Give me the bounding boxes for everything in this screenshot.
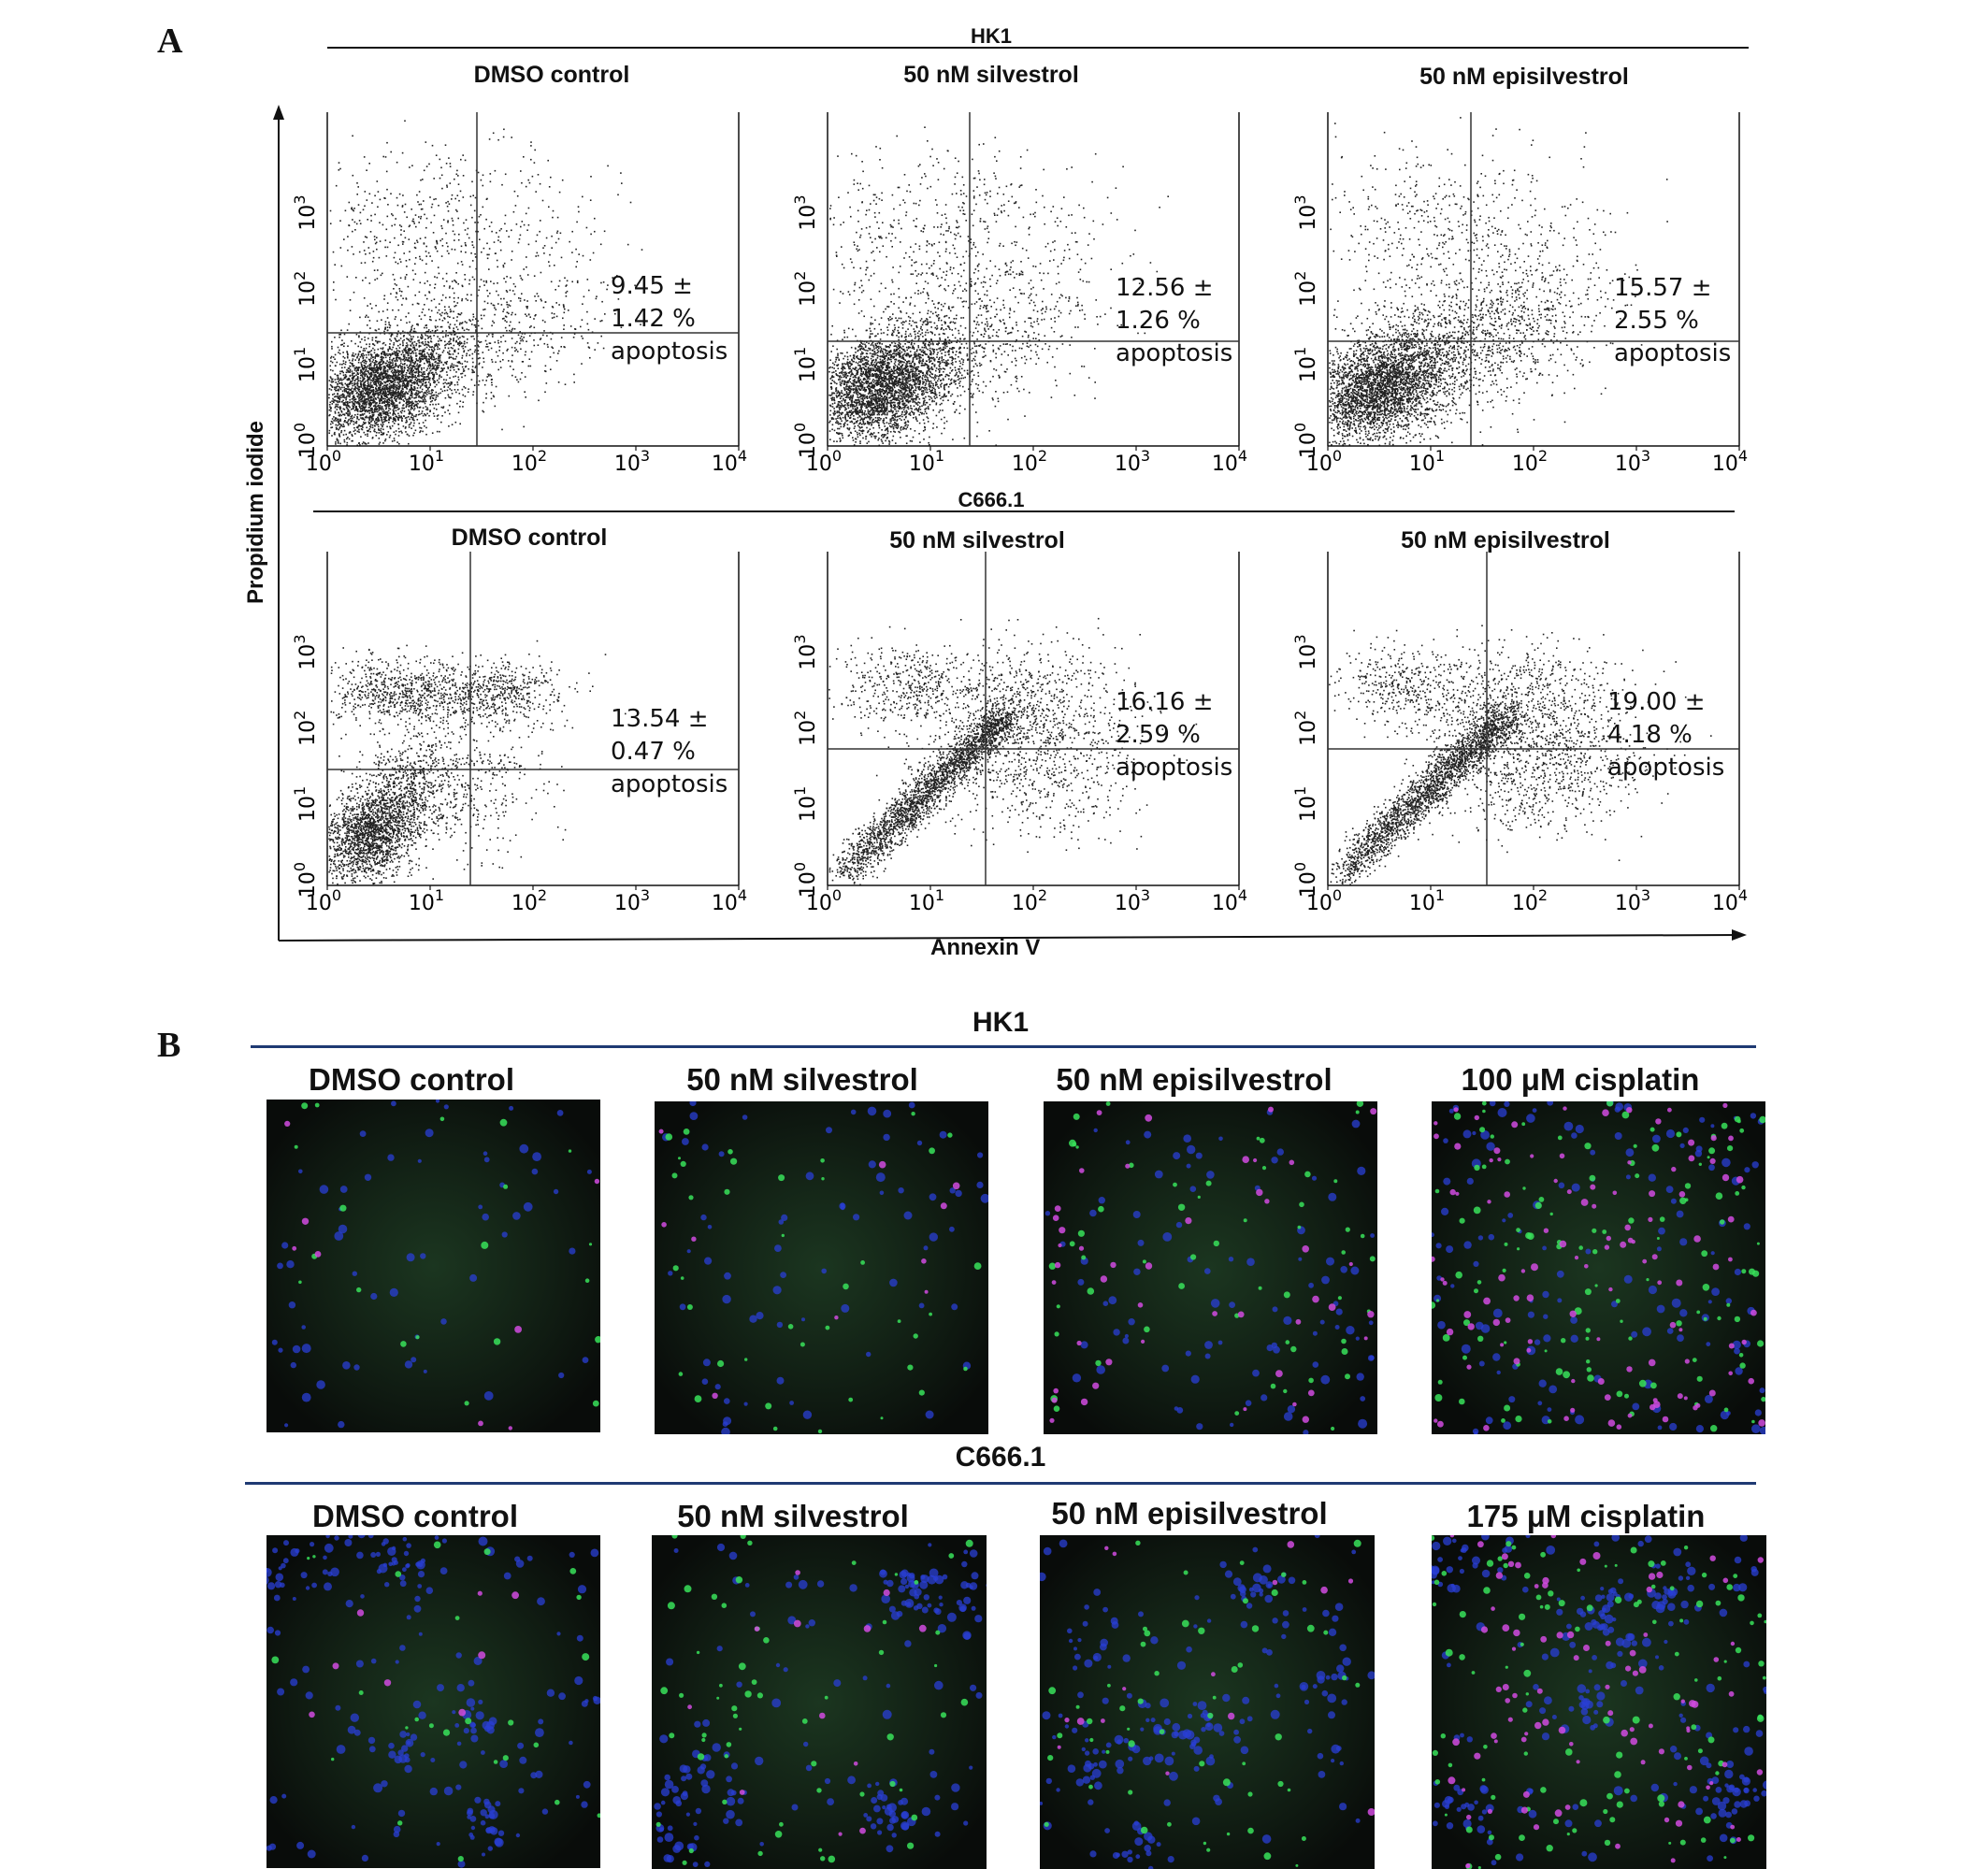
micrograph-r2-c1 — [267, 1535, 600, 1868]
panel-b-row2-rule — [245, 1482, 1756, 1485]
y-tick-label: 100 — [291, 862, 320, 898]
y-tick-label: 101 — [791, 347, 820, 382]
x-tick-label: 102 — [511, 886, 547, 915]
y-tick-label: 102 — [791, 271, 820, 307]
x-tick-label: 104 — [1712, 447, 1748, 476]
y-tick-label: 102 — [1291, 711, 1320, 746]
y-tick-label: 102 — [291, 711, 320, 746]
apoptosis-label: apoptosis — [611, 338, 727, 366]
micro-title-r2-c1: DMSO control — [228, 1499, 602, 1534]
y-tick-label: 102 — [291, 271, 320, 307]
micrograph-r2-c4 — [1432, 1535, 1766, 1869]
annotation-r2-c2: 16.16 ± 2.59 % apoptosis — [1116, 686, 1232, 784]
apoptosis-value: 19.00 ± — [1607, 688, 1705, 716]
micro-title-r2-c4: 175 μM cisplatin — [1399, 1499, 1773, 1534]
micrograph-r1-c4 — [1432, 1101, 1765, 1434]
x-tick-label: 103 — [1615, 886, 1650, 915]
y-tick-label: 101 — [1291, 786, 1320, 822]
annotation-r2-c1: 13.54 ± 0.47 % apoptosis — [611, 703, 727, 801]
apoptosis-value: 9.45 ± — [611, 272, 693, 300]
x-tick-label: 101 — [409, 886, 444, 915]
x-tick-label: 103 — [1115, 447, 1150, 476]
x-tick-label: 102 — [511, 447, 547, 476]
y-tick-label: 101 — [291, 786, 320, 822]
micro-title-r1-c1: DMSO control — [224, 1062, 598, 1098]
y-tick-label: 103 — [291, 194, 320, 230]
x-tick-label: 102 — [1512, 886, 1548, 915]
micro-title-r1-c4: 100 μM cisplatin — [1393, 1062, 1767, 1098]
micrograph-r1-c2 — [655, 1101, 988, 1434]
x-tick-label: 104 — [1212, 886, 1247, 915]
y-tick-label: 102 — [1291, 271, 1320, 307]
micro-title-r1-c2: 50 nM silvestrol — [615, 1062, 989, 1098]
x-tick-label: 101 — [1409, 886, 1445, 915]
panel-b-row2-cell-line: C666.1 — [898, 1442, 1103, 1474]
x-tick-label: 101 — [409, 447, 444, 476]
x-tick-label: 104 — [712, 447, 747, 476]
micrograph-r1-c1 — [267, 1100, 600, 1432]
panel-b-row1-rule — [251, 1045, 1756, 1048]
x-tick-label: 102 — [1012, 447, 1047, 476]
y-tick-label: 103 — [291, 634, 320, 669]
x-tick-label: 102 — [1512, 447, 1548, 476]
y-tick-label: 103 — [1291, 634, 1320, 669]
x-tick-label: 104 — [1212, 447, 1247, 476]
x-tick-label: 103 — [614, 886, 650, 915]
apoptosis-sd: 1.42 % — [611, 305, 696, 333]
apoptosis-label: apoptosis — [1116, 754, 1232, 782]
apoptosis-sd: 0.47 % — [611, 738, 696, 766]
y-tick-label: 100 — [791, 423, 820, 458]
y-tick-label: 100 — [1291, 423, 1320, 458]
y-tick-label: 103 — [1291, 194, 1320, 230]
apoptosis-value: 13.54 ± — [611, 705, 708, 733]
micro-title-r1-c3: 50 nM episilvestrol — [1007, 1062, 1381, 1098]
x-tick-label: 103 — [614, 447, 650, 476]
annotation-r2-c3: 19.00 ± 4.18 % apoptosis — [1607, 686, 1724, 784]
annotation-r1-c1: 9.45 ± 1.42 % apoptosis — [611, 270, 727, 368]
micrograph-r2-c3 — [1040, 1535, 1375, 1869]
y-tick-label: 100 — [291, 423, 320, 458]
annotation-r1-c3: 15.57 ± 2.55 % apoptosis — [1614, 272, 1731, 370]
panel-b-row1-cell-line: HK1 — [898, 1007, 1103, 1039]
x-tick-label: 101 — [1409, 447, 1445, 476]
apoptosis-sd: 1.26 % — [1116, 307, 1201, 335]
apoptosis-value: 12.56 ± — [1116, 274, 1213, 302]
y-tick-label: 100 — [791, 862, 820, 898]
x-tick-label: 104 — [1712, 886, 1748, 915]
y-tick-label: 102 — [791, 711, 820, 746]
y-tick-label: 101 — [791, 786, 820, 822]
x-tick-label: 103 — [1115, 886, 1150, 915]
micrograph-r1-c3 — [1044, 1101, 1377, 1434]
apoptosis-label: apoptosis — [1116, 339, 1232, 367]
panel-b-letter: B — [157, 1025, 180, 1066]
x-tick-label: 103 — [1615, 447, 1650, 476]
apoptosis-value: 16.16 ± — [1116, 688, 1213, 716]
apoptosis-label: apoptosis — [611, 770, 727, 798]
micro-title-r2-c2: 50 nM silvestrol — [606, 1499, 980, 1534]
x-tick-label: 101 — [909, 447, 944, 476]
apoptosis-sd: 2.59 % — [1116, 721, 1201, 749]
apoptosis-sd: 4.18 % — [1607, 721, 1693, 749]
annotation-r1-c2: 12.56 ± 1.26 % apoptosis — [1116, 272, 1232, 370]
apoptosis-label: apoptosis — [1614, 339, 1731, 367]
micro-title-r2-c3: 50 nM episilvestrol — [993, 1496, 1386, 1531]
apoptosis-label: apoptosis — [1607, 754, 1724, 782]
y-tick-label: 101 — [291, 347, 320, 382]
apoptosis-value: 15.57 ± — [1614, 274, 1711, 302]
y-tick-label: 103 — [791, 634, 820, 669]
x-tick-label: 102 — [1012, 886, 1047, 915]
y-tick-label: 101 — [1291, 347, 1320, 382]
x-tick-label: 104 — [712, 886, 747, 915]
y-tick-label: 103 — [791, 194, 820, 230]
x-tick-label: 101 — [909, 886, 944, 915]
micrograph-r2-c2 — [652, 1535, 987, 1869]
apoptosis-sd: 2.55 % — [1614, 307, 1699, 335]
y-tick-label: 100 — [1291, 862, 1320, 898]
